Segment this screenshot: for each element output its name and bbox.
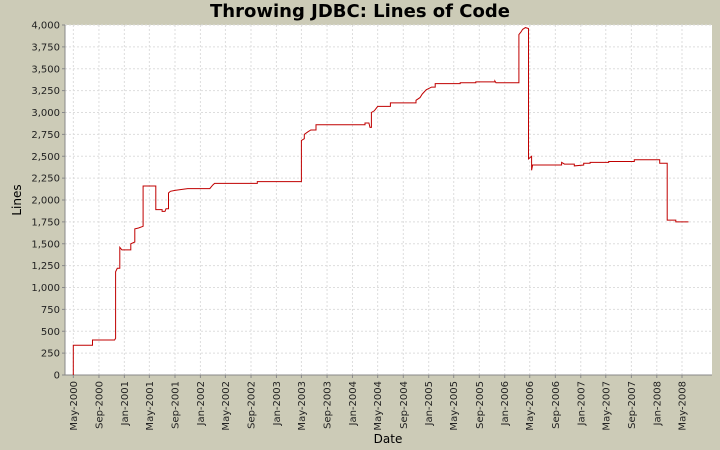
x-tick-label: Sep-2007	[627, 381, 638, 429]
plot-area	[65, 25, 712, 375]
x-tick-label: Jan-2005	[424, 381, 435, 426]
y-tick-label: 4,000	[31, 21, 60, 32]
x-tick-label: Jan-2007	[576, 381, 587, 426]
y-tick-label: 3,500	[31, 64, 60, 75]
x-tick-label: Sep-2001	[170, 381, 181, 429]
x-tick-label: Jan-2008	[652, 381, 663, 426]
y-tick-label: 750	[41, 305, 60, 316]
y-tick-label: 1,750	[31, 217, 60, 228]
y-tick-label: 2,750	[31, 130, 60, 141]
x-tick-label: Sep-2000	[94, 381, 105, 429]
x-tick-label: May-2006	[525, 381, 536, 431]
y-tick-label: 500	[41, 327, 60, 338]
x-tick-label: May-2002	[221, 381, 232, 431]
x-tick-label: May-2004	[373, 381, 384, 431]
x-tick-label: May-2000	[69, 381, 80, 431]
y-tick-label: 1,000	[31, 283, 60, 294]
x-axis: May-2000 Sep-2000 Jan-2001 May-2001 Sep-2001…	[65, 374, 712, 431]
x-tick-label: Jan-2001	[120, 381, 131, 426]
chart-title: Throwing JDBC: Lines of Code	[210, 1, 510, 22]
y-tick-label: 1,500	[31, 239, 60, 250]
x-tick-label: Jan-2004	[348, 381, 359, 426]
y-axis-label: Lines	[10, 184, 24, 215]
y-tick-label: 3,250	[31, 86, 60, 97]
x-tick-label: May-2007	[601, 381, 612, 431]
x-tick-label: Sep-2006	[551, 381, 562, 429]
y-tick-label: 250	[41, 349, 60, 360]
x-tick-label: Jan-2003	[272, 381, 283, 426]
lines-of-code-series	[72, 27, 689, 375]
x-tick-label: Sep-2005	[475, 381, 486, 429]
x-tick-label: May-2001	[145, 381, 156, 431]
x-tick-label: Jan-2002	[196, 381, 207, 426]
y-tick-label: 2,000	[31, 196, 60, 207]
y-tick-label: 0	[54, 371, 60, 382]
x-tick-label: May-2005	[449, 381, 460, 431]
y-tick-label: 2,250	[31, 174, 60, 185]
x-tick-label: Sep-2002	[247, 381, 258, 429]
x-tick-label: Jan-2006	[500, 381, 511, 426]
x-tick-label: Sep-2003	[323, 381, 334, 429]
x-tick-label: May-2008	[678, 381, 689, 431]
x-tick-label: Sep-2004	[399, 381, 410, 429]
y-tick-label: 2,500	[31, 152, 60, 163]
y-axis: 0 250 500 750 1,000 1,250 1,500 1,750 2,000 2,250…	[31, 21, 66, 382]
x-tick-label: May-2003	[297, 381, 308, 431]
y-tick-label: 3,000	[31, 108, 60, 119]
x-axis-label: Date	[374, 432, 403, 446]
y-tick-label: 3,750	[31, 42, 60, 53]
y-tick-label: 1,250	[31, 261, 60, 272]
